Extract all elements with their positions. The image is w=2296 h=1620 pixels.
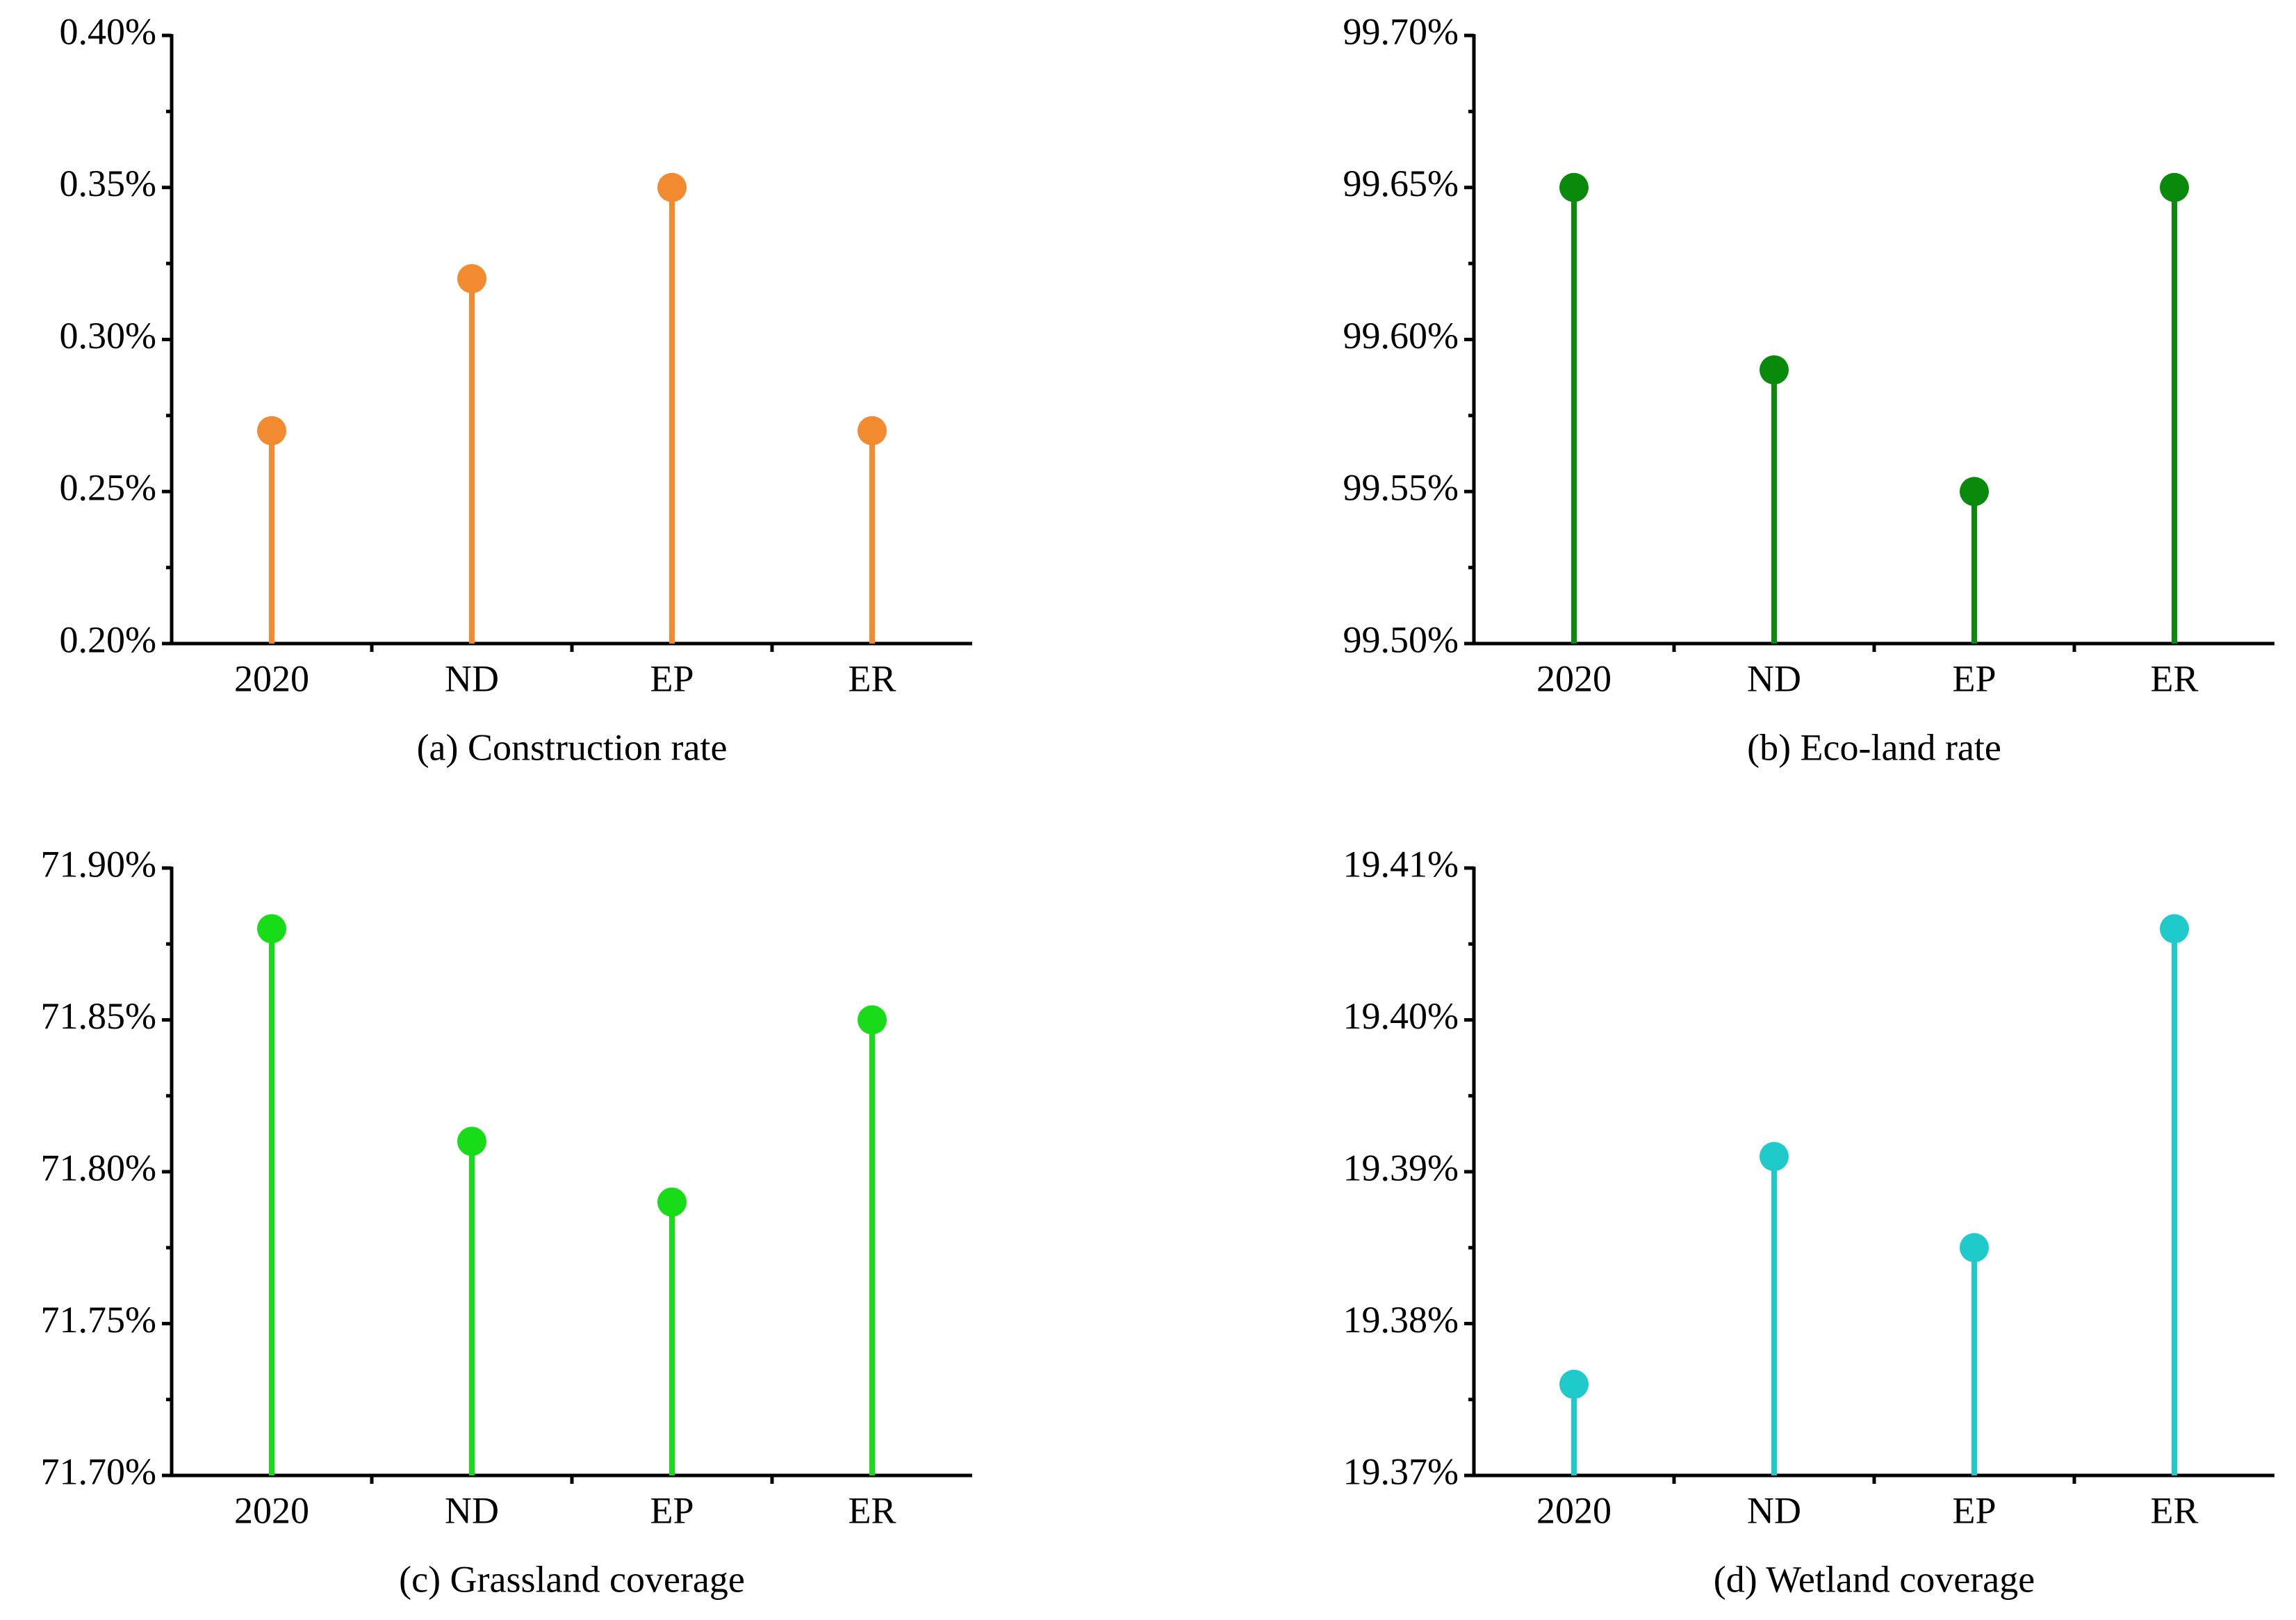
- chart-caption: (b) Eco-land rate: [1747, 726, 2001, 768]
- y-tick-label: 71.70%: [41, 1450, 156, 1492]
- y-tick-label: 0.20%: [60, 619, 156, 660]
- y-tick-label: 71.75%: [41, 1299, 156, 1341]
- y-tick-label: 71.85%: [41, 995, 156, 1037]
- marker: [858, 1005, 887, 1035]
- marker: [1760, 355, 1789, 385]
- y-tick-label: 71.80%: [41, 1147, 156, 1188]
- y-tick-label: 0.30%: [60, 315, 156, 357]
- marker: [257, 914, 286, 944]
- y-tick-label: 0.40%: [60, 10, 156, 52]
- chart-caption: (a) Construction rate: [417, 726, 728, 768]
- marker: [858, 416, 887, 445]
- marker: [257, 416, 286, 445]
- marker: [657, 1187, 687, 1217]
- marker: [457, 1127, 486, 1156]
- x-tick-label: 2020: [1536, 1489, 1612, 1531]
- y-tick-label: 19.40%: [1343, 995, 1459, 1037]
- y-tick-label: 0.35%: [60, 163, 156, 204]
- marker: [1960, 1233, 1989, 1263]
- chart-caption: (c) Grassland coverage: [399, 1558, 745, 1600]
- marker: [457, 264, 486, 293]
- x-tick-label: EP: [1952, 1489, 1996, 1531]
- x-tick-label: EP: [1952, 657, 1996, 699]
- y-tick-label: 71.90%: [41, 843, 156, 885]
- x-tick-label: ND: [445, 1489, 499, 1531]
- x-tick-label: ND: [1747, 657, 1801, 699]
- x-tick-label: ER: [2150, 1489, 2198, 1531]
- y-tick-label: 99.60%: [1343, 315, 1459, 357]
- y-tick-label: 19.38%: [1343, 1299, 1459, 1341]
- x-tick-label: ER: [848, 657, 896, 699]
- y-tick-label: 19.39%: [1343, 1147, 1459, 1188]
- marker: [1559, 1369, 1589, 1399]
- y-tick-label: 19.37%: [1343, 1450, 1459, 1492]
- y-tick-label: 99.70%: [1343, 10, 1459, 52]
- marker: [2160, 172, 2189, 202]
- marker: [1960, 477, 1989, 507]
- x-tick-label: ER: [2150, 657, 2198, 699]
- y-tick-label: 99.65%: [1343, 163, 1459, 204]
- x-tick-label: EP: [650, 1489, 694, 1531]
- marker: [657, 172, 687, 202]
- x-tick-label: 2020: [1536, 657, 1612, 699]
- marker: [1760, 1142, 1789, 1172]
- y-tick-label: 0.25%: [60, 467, 156, 509]
- chart-caption: (d) Wetland coverage: [1714, 1558, 2035, 1600]
- x-tick-label: 2020: [234, 657, 309, 699]
- y-tick-label: 99.50%: [1343, 619, 1459, 660]
- marker: [2160, 914, 2189, 944]
- y-tick-label: 19.41%: [1343, 843, 1459, 885]
- y-tick-label: 99.55%: [1343, 467, 1459, 509]
- marker: [1559, 172, 1589, 202]
- x-tick-label: ND: [445, 657, 499, 699]
- x-tick-label: 2020: [234, 1489, 309, 1531]
- x-tick-label: EP: [650, 657, 694, 699]
- x-tick-label: ER: [848, 1489, 896, 1531]
- x-tick-label: ND: [1747, 1489, 1801, 1531]
